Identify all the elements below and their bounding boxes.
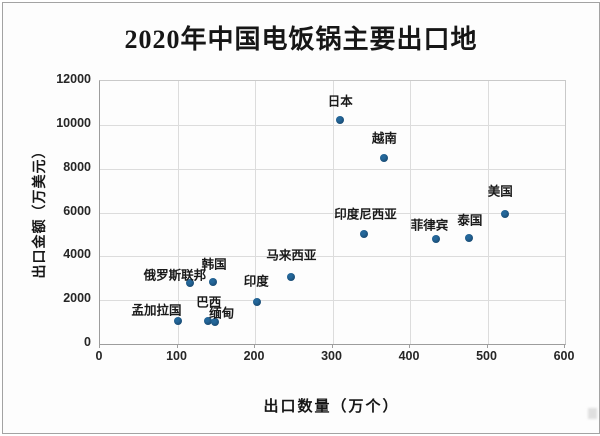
tickmark-x-600 [564,344,565,348]
data-point-印度 [253,298,262,307]
data-point-孟加拉国 [173,316,182,325]
gridline-y-4000 [100,256,565,258]
data-label-俄罗斯联邦: 俄罗斯联邦 [143,268,207,283]
x-tick-label-500: 500 [476,349,497,363]
data-label-孟加拉国: 孟加拉国 [131,303,182,318]
tickmark-x-400 [409,344,410,348]
data-label-菲律宾: 菲律宾 [410,218,449,233]
data-label-印度: 印度 [243,274,269,289]
gridline-y-2000 [100,300,565,302]
y-tick-label-6000: 6000 [63,203,91,218]
data-label-日本: 日本 [327,94,353,109]
tickmark-x-100 [176,344,178,348]
data-label-泰国: 泰国 [457,213,483,228]
y-tick-label-2000: 2000 [63,291,91,306]
chart-title: 2020年中国电饭锅主要出口地 [124,25,478,54]
gridline-y-6000 [100,212,565,214]
data-point-马来西亚 [287,273,296,282]
x-tick-label-300: 300 [321,349,342,363]
data-label-美国: 美国 [487,184,513,199]
data-point-越南 [380,153,389,162]
data-point-韩国 [209,277,218,286]
data-point-美国 [501,209,510,218]
data-point-泰国 [464,233,473,242]
tickmark-x-0 [99,344,100,348]
data-point-俄罗斯联邦 [185,278,194,287]
y-tick-label-8000: 8000 [63,159,91,174]
watermark-smudge [588,408,597,419]
data-label-缅甸: 缅甸 [209,306,235,321]
gridline-y-10000 [100,124,565,126]
x-tick-label-400: 400 [398,349,420,363]
tickmark-x-500 [486,344,488,348]
tickmark-x-300 [331,344,333,348]
y-tick-label-12000: 12000 [56,72,91,86]
data-label-马来西亚: 马来西亚 [266,248,317,263]
x-axis-title: 出口数量（万个） [263,398,400,415]
y-axis-title: 出口金额（万美元） [31,143,47,279]
data-point-菲律宾 [431,234,440,243]
plot-area: 日本越南美国印度尼西亚 泰国 菲律宾马来西亚韩国 俄罗斯联邦 印度巴西 缅甸 孟加拉国 [99,80,566,345]
data-label-越南: 越南 [371,131,397,146]
data-point-日本 [336,116,345,125]
data-label-韩国: 韩国 [201,257,227,272]
gridline-y-8000 [100,168,565,170]
y-tick-label-0: 0 [84,335,91,349]
x-tick-label-600: 600 [553,349,575,363]
x-tick-label-200: 200 [243,349,265,363]
data-point-印度尼西亚 [359,230,368,239]
data-label-巴西: 巴西 [196,295,222,310]
data-label-印度尼西亚: 印度尼西亚 [334,207,397,222]
tickmark-x-200 [254,344,255,348]
data-point-巴西 [203,316,212,325]
data-point-缅甸 [210,318,219,327]
y-tick-label-10000: 10000 [56,115,91,130]
y-tick-label-4000: 4000 [63,247,91,262]
x-tick-label-0: 0 [95,349,103,363]
x-tick-label-100: 100 [166,349,187,363]
